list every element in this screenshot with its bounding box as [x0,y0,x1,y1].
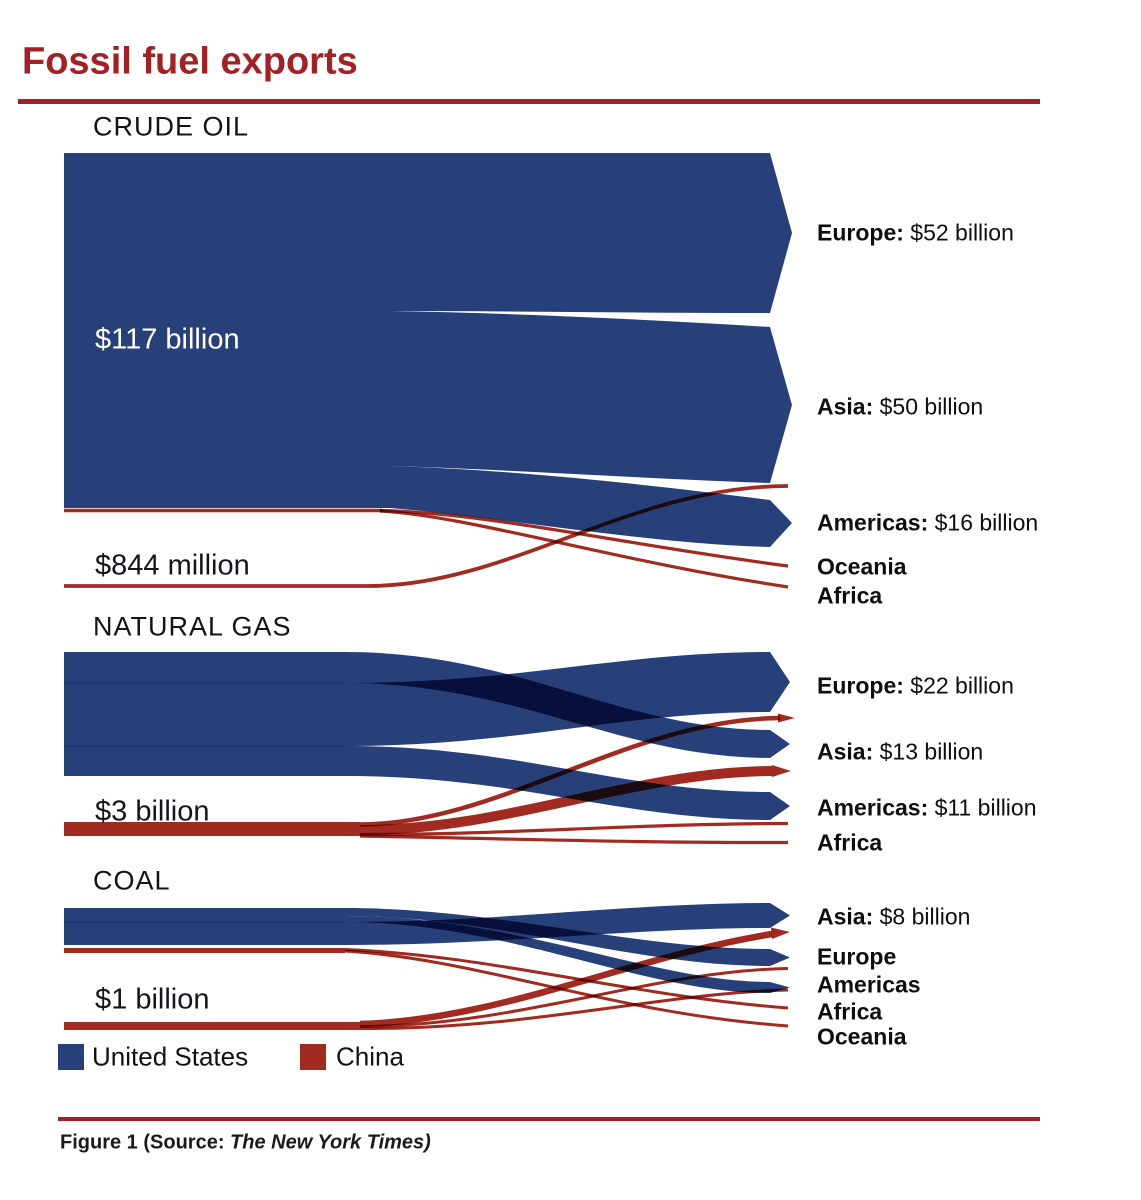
legend-swatch-united-states [58,1044,84,1070]
us-source-block-crude-oil [64,153,390,508]
flow-us-natural-gas-americas [345,746,790,820]
region-name: Americas [817,971,921,998]
china-total-coal: $1 billion [95,983,210,1016]
region-name: Europe [817,943,897,970]
region-value: $13 billion [879,738,984,765]
section-header-crude-oil: CRUDE OIL [93,111,250,142]
arrow-tip [778,713,795,723]
page-title: Fossil fuel exports [22,40,358,83]
arrow-tip [771,927,790,939]
caption-prefix: Figure 1 (Source: [60,1131,231,1154]
china-total-natural-gas: $3 billion [95,795,210,828]
dest-label-gas-africa: Africa [817,830,882,857]
dest-label-coal-oceania: Oceania [817,1024,907,1051]
flow-us-natural-gas-europe [345,652,790,746]
flow-us-crude-oil-europe [390,153,792,313]
flow-china-coal-africa [344,948,789,1010]
dest-label-crude-africa: Africa [817,583,882,610]
legend-swatch-china [300,1044,326,1070]
flow-china-natural-gas-americas [359,821,789,837]
us-total-crude-oil: $117 billion [95,323,240,356]
dest-label-crude-americas: Americas: $16 billion [817,510,1038,537]
flow-us-coal-asia [345,903,790,945]
flow-china-crude-oil-africa [379,509,789,589]
region-name: Africa [817,582,883,609]
caption-rule [58,1117,1040,1121]
dest-label-coal-europe: Europe [817,944,896,971]
flow-china-crude-oil-asia [64,484,789,588]
legend-label-united-states: United States [92,1041,249,1072]
dest-label-coal-asia: Asia: $8 billion [817,904,970,931]
region-value: $52 billion [910,219,1014,246]
us-source-block-natural-gas [64,652,345,776]
flow-china-coal-asia [359,930,773,1028]
flow-china-natural-gas-europe [359,715,781,827]
region-name: Europe: [817,219,904,246]
region-name: Africa [817,998,883,1025]
flow-china-coal-oceania [344,949,789,1028]
figure-caption: Figure 1 (Source: The New York Times) [60,1132,431,1155]
flow-us-crude-oil-asia [390,311,792,483]
region-name: Asia: [817,903,874,930]
flow-china-crude-oil-oceania [379,508,789,568]
dest-label-gas-europe: Europe: $22 billion [817,673,1014,700]
flow-china-natural-gas-africa [359,834,789,845]
region-name: Oceania [817,553,907,580]
dest-label-crude-asia: Asia: $50 billion [817,394,983,421]
flow-us-crude-oil-americas [390,466,792,547]
dest-label-coal-africa: Africa [817,999,882,1026]
section-header-natural-gas: NATURAL GAS [93,611,292,642]
region-name: Americas: [817,509,929,536]
region-value: $11 billion [934,794,1037,821]
flow-china-coal-americas [359,988,789,1031]
caption-source: The New York Times) [230,1131,431,1154]
region-value: $8 billion [879,903,971,930]
dest-label-crude-europe: Europe: $52 billion [817,220,1014,247]
china-source-block-natural-gas [64,822,360,836]
flow-china-coal-europe [359,967,789,1028]
region-name: Asia: [817,738,874,765]
region-name: Europe: [817,672,904,699]
section-header-coal: COAL [93,865,171,896]
dest-label-coal-americas: Americas [817,972,921,999]
region-value: $50 billion [879,393,984,420]
flow-china-natural-gas-asia [359,766,773,835]
flow-us-coal-americas [345,916,790,993]
dest-label-crude-oceania: Oceania [817,554,907,581]
region-name: Africa [817,829,883,856]
region-value: $16 billion [934,509,1039,536]
legend-label-china: China [336,1041,404,1072]
title-rule [18,99,1040,104]
china-total-crude-oil: $844 million [95,549,250,582]
region-name: Asia: [817,393,874,420]
region-name: Oceania [817,1023,907,1050]
arrow-tip [772,765,791,777]
region-value: $22 billion [910,672,1014,699]
region-name: Americas: [817,794,929,821]
dest-label-gas-americas: Americas: $11 billion [817,795,1037,822]
dest-label-gas-asia: Asia: $13 billion [817,739,983,766]
us-source-block-coal [64,908,345,945]
